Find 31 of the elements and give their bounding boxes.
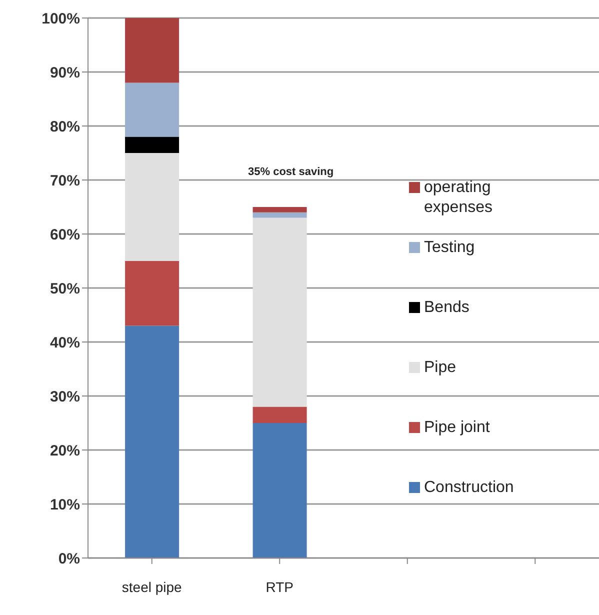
y-tick-label: 20% bbox=[50, 442, 80, 460]
bar bbox=[252, 423, 307, 558]
y-tick-label: 30% bbox=[50, 388, 80, 406]
y-tick-label: 70% bbox=[50, 172, 80, 190]
legend-label: Pipe joint bbox=[424, 418, 491, 438]
y-tick-label: 60% bbox=[50, 226, 80, 244]
y-tick-label: 10% bbox=[50, 496, 80, 514]
bar bbox=[125, 326, 180, 558]
bar bbox=[125, 261, 180, 326]
y-tick-label: 90% bbox=[50, 64, 80, 82]
bar bbox=[125, 82, 180, 137]
legend-label: Bends bbox=[424, 298, 470, 318]
legend-label: Pipe bbox=[424, 358, 458, 378]
legend-label: Construction bbox=[424, 478, 515, 498]
bar bbox=[125, 153, 180, 261]
annotation: 35% cost saving bbox=[248, 166, 334, 178]
x-tick-label: RTP bbox=[266, 578, 294, 595]
y-tick-label: 0% bbox=[58, 550, 80, 568]
bar bbox=[252, 218, 307, 407]
bar bbox=[252, 406, 307, 423]
y-tick-label: 40% bbox=[50, 334, 80, 352]
x-tick-label: steel pipe bbox=[122, 578, 182, 595]
legend-label: operating expenses bbox=[424, 178, 494, 218]
bar bbox=[125, 18, 180, 83]
bar bbox=[125, 136, 180, 153]
bar bbox=[252, 207, 307, 212]
y-tick-label: 50% bbox=[50, 280, 80, 298]
y-tick-label: 80% bbox=[50, 118, 80, 136]
y-tick-label: 100% bbox=[42, 10, 80, 28]
legend-label: Testing bbox=[424, 238, 476, 258]
bar bbox=[252, 212, 307, 218]
